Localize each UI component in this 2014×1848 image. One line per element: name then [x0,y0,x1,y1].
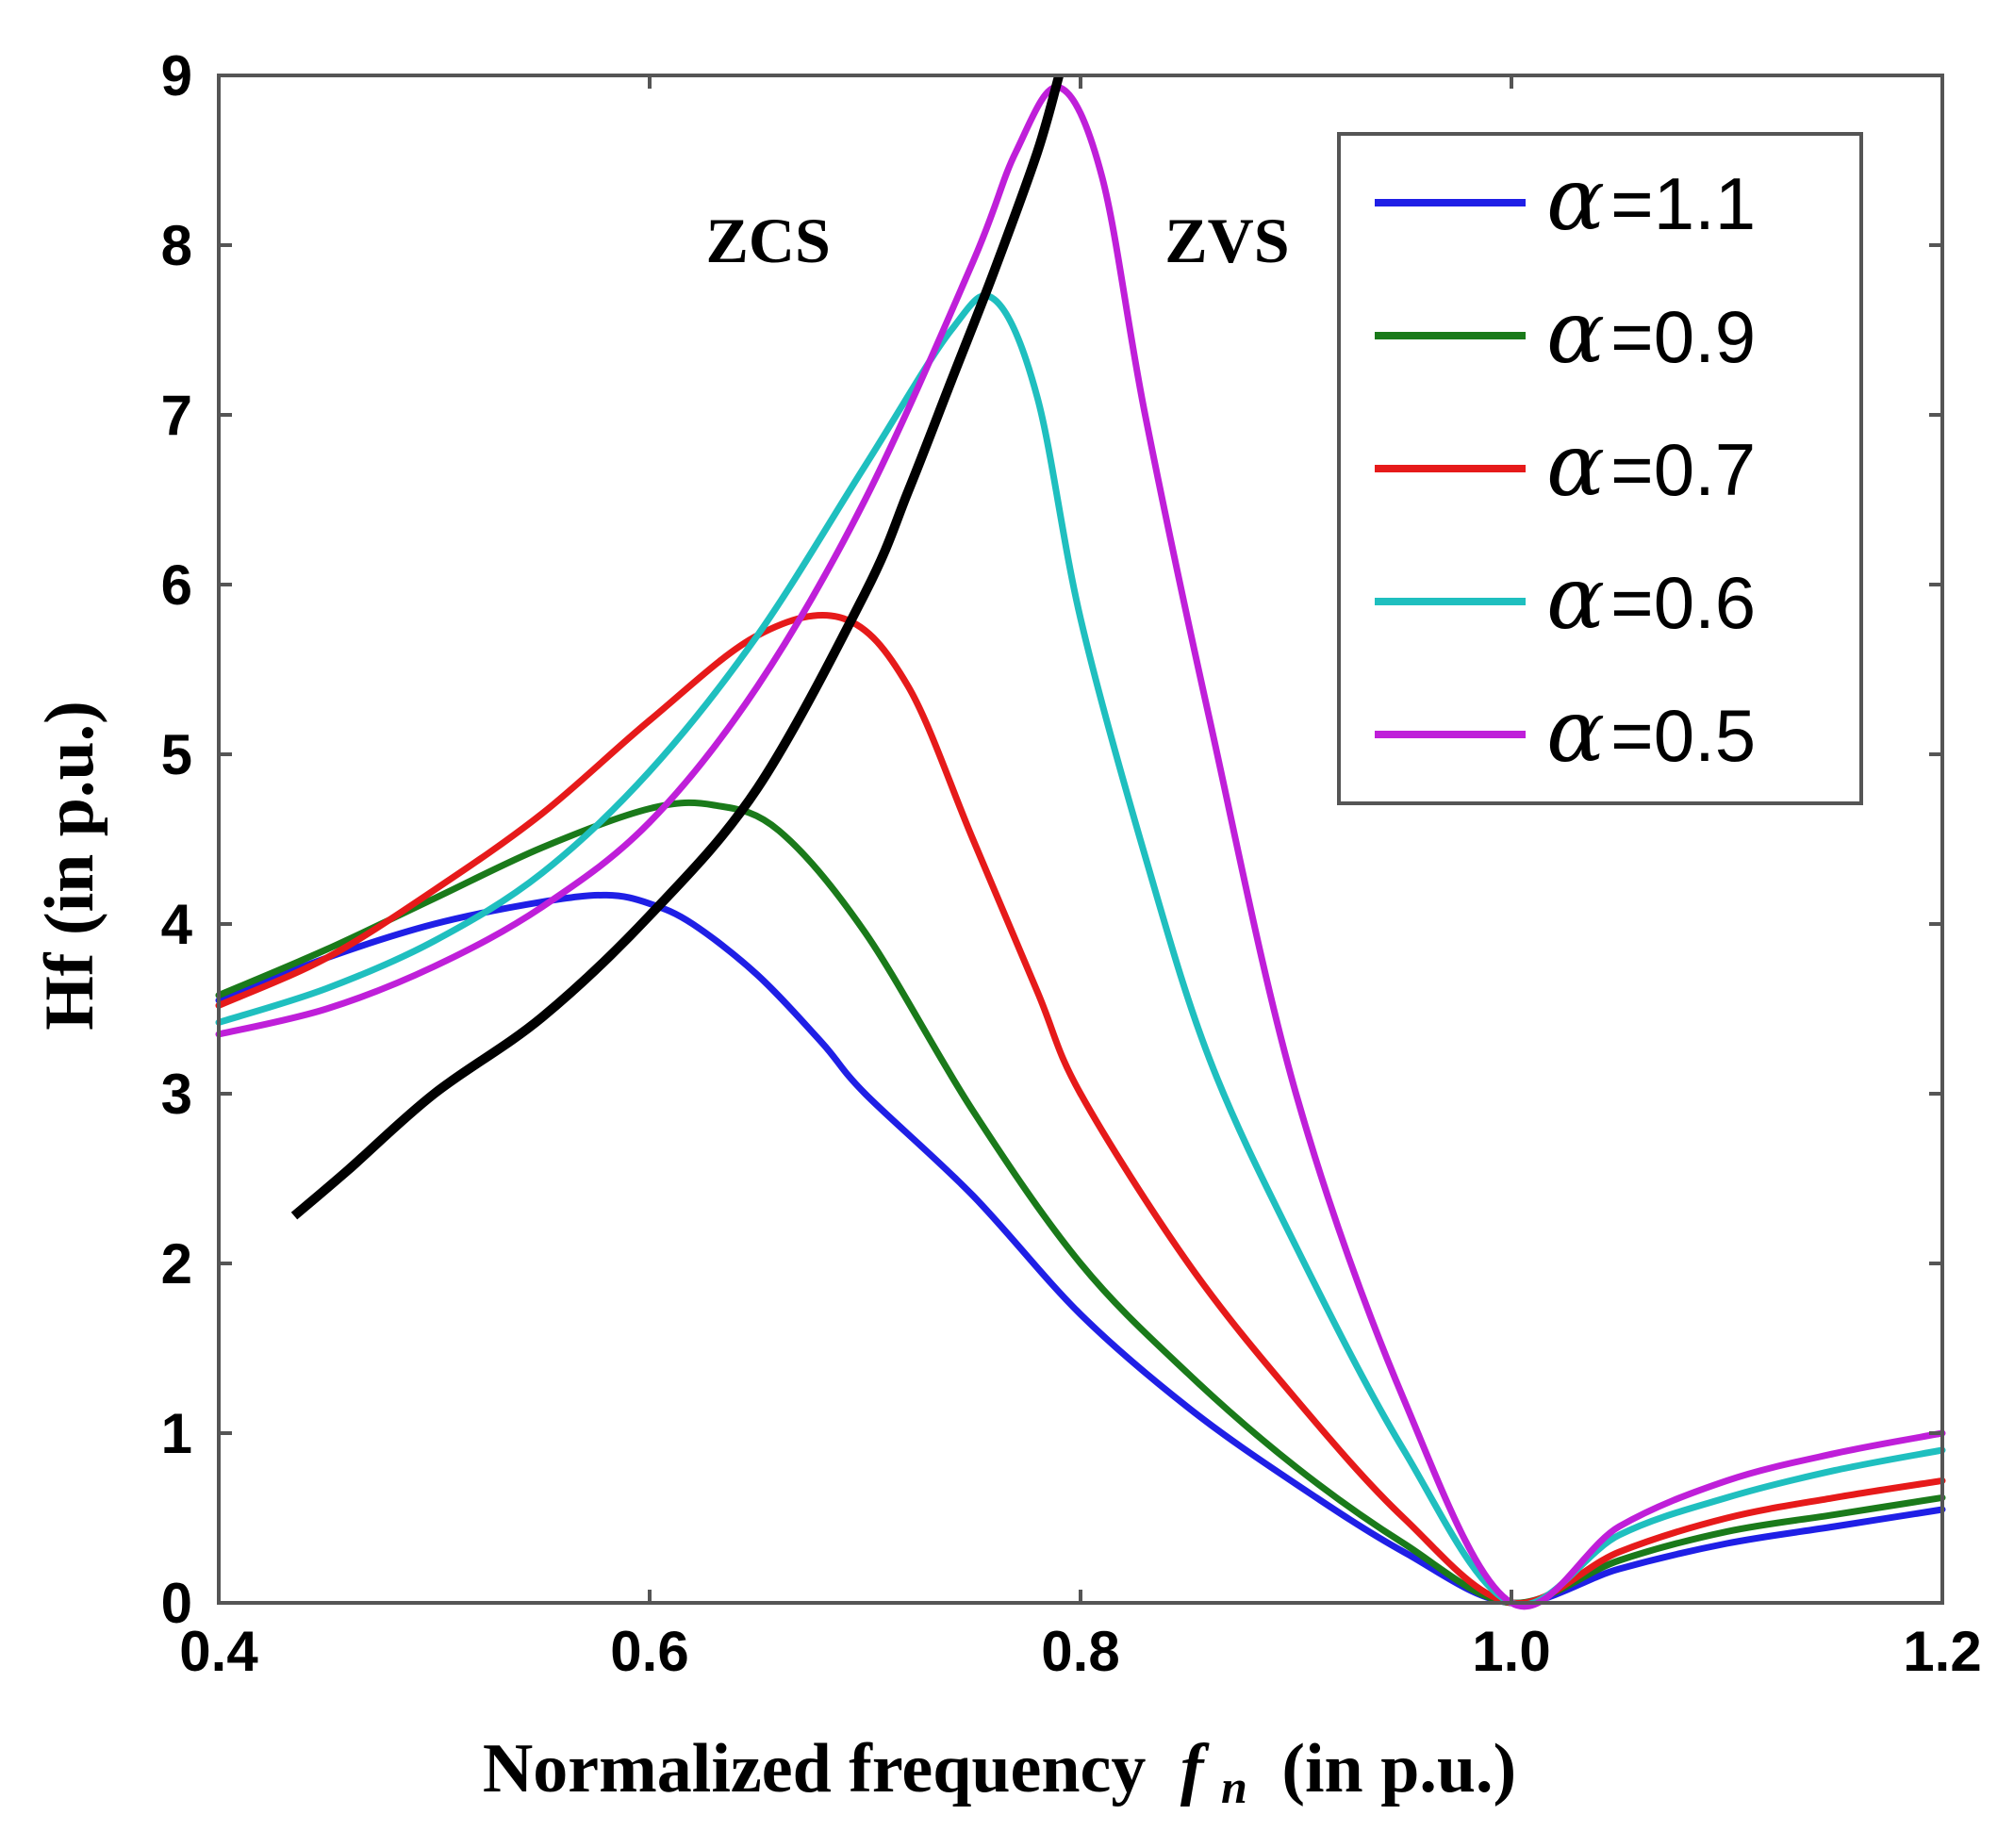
y-tick-label: 6 [161,553,192,617]
series-line-5 [215,84,1946,1610]
y-tick-label: 1 [161,1402,192,1465]
legend-alpha-symbol: α [1546,681,1605,782]
legend-alpha-symbol: α [1546,415,1605,516]
legend: α=1.1α=0.9α=0.7α=0.6α=0.5 [1337,132,1863,805]
x-axis-title-main: Normalized frequency [483,1730,1147,1807]
legend-alpha-value: =0.7 [1610,428,1756,511]
legend-alpha-symbol: α [1546,548,1605,649]
x-axis-title-subscript: n [1221,1760,1247,1813]
legend-label-4: α=0.6 [1546,548,1756,649]
legend-label-1: α=1.1 [1546,149,1756,250]
x-axis-title: Normalized frequency f n (in p.u.) [483,1730,1516,1819]
region-annotations: ZCS ZVS [706,205,1290,276]
x-tick-label: 0.8 [1041,1620,1119,1683]
series-line-2 [215,799,1946,1607]
legend-alpha-value: =1.1 [1610,162,1756,245]
y-tick-label: 2 [161,1232,192,1295]
region-label-zcs: ZCS [706,205,831,276]
region-label-zvs: ZVS [1164,205,1289,276]
y-axis-title: Hf (in p.u.) [31,701,108,1031]
legend-alpha-symbol: α [1546,149,1605,250]
axis-tick-labels: 0.4 0.6 0.8 1.0 1.2 0 1 2 3 4 5 6 7 8 9 [161,44,1982,1683]
legend-alpha-value: =0.9 [1610,295,1756,378]
legend-alpha-value: =0.5 [1610,694,1756,777]
x-axis-title-symbol: f [1180,1730,1210,1807]
legend-label-3: α=0.7 [1546,415,1756,516]
x-tick-label: 1.2 [1903,1620,1981,1683]
legend-label-2: α=0.9 [1546,282,1756,383]
plot-lines [215,74,1946,1610]
y-tick-label: 7 [161,384,192,447]
legend-label-5: α=0.5 [1546,681,1756,782]
x-tick-label: 1.0 [1472,1620,1550,1683]
legend-alpha-symbol: α [1546,282,1605,383]
x-tick-label: 0.4 [179,1620,258,1683]
x-axis-title-suffix: (in p.u.) [1281,1730,1516,1807]
legend-alpha-value: =0.6 [1610,561,1756,644]
y-tick-label: 3 [161,1063,192,1126]
y-tick-label: 8 [161,214,192,277]
boundary-curve [290,74,1065,1220]
y-tick-label: 5 [161,723,192,786]
y-tick-label: 9 [161,44,192,107]
axis-ticks [217,74,1944,1605]
y-tick-label: 4 [161,893,193,956]
x-tick-label: 0.6 [610,1620,688,1683]
series-line-3 [215,612,1946,1607]
series-line-1 [215,891,1946,1607]
y-tick-label: 0 [161,1572,192,1635]
